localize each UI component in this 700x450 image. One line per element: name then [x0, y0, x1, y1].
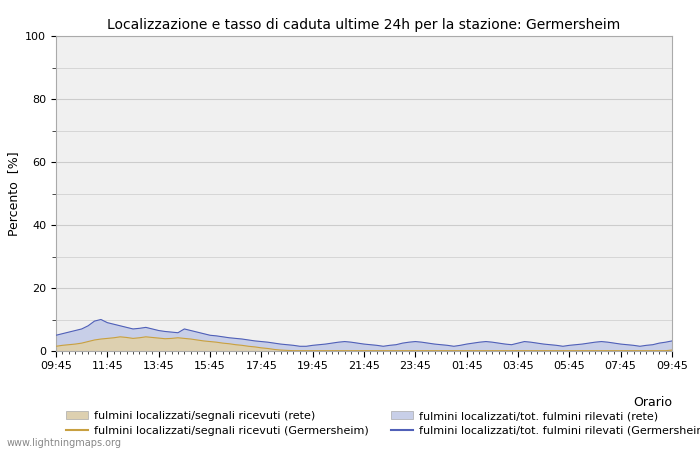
Legend: fulmini localizzati/segnali ricevuti (rete), fulmini localizzati/segnali ricevut: fulmini localizzati/segnali ricevuti (re…	[62, 407, 700, 440]
Text: www.lightningmaps.org: www.lightningmaps.org	[7, 438, 122, 448]
Y-axis label: Percento  [%]: Percento [%]	[7, 151, 20, 236]
Title: Localizzazione e tasso di caduta ultime 24h per la stazione: Germersheim: Localizzazione e tasso di caduta ultime …	[107, 18, 621, 32]
Text: Orario: Orario	[633, 396, 672, 410]
